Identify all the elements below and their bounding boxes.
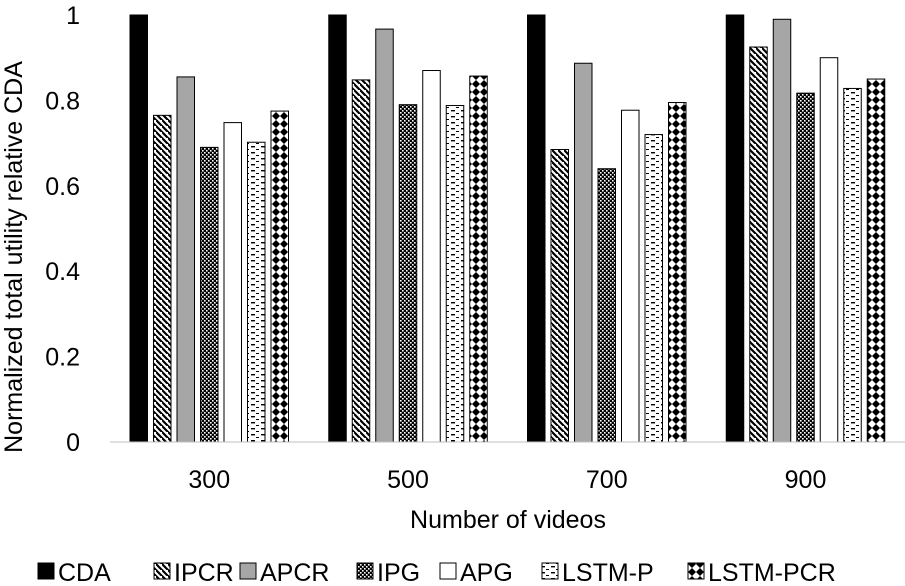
bar-cda-900: [725, 14, 745, 443]
bar-apg-700: [621, 109, 640, 443]
bar-ipg-500: [398, 104, 418, 443]
legend-label-apcr: APCR: [260, 559, 329, 586]
legend-label-ipg: IPG: [377, 559, 420, 586]
bar-ipg-900: [796, 92, 815, 443]
bar-lstm-pcr-900: [866, 78, 886, 443]
bar-apg-900: [819, 57, 839, 443]
legend-swatch-ipg: [356, 562, 374, 580]
bar-lstm-p-500: [445, 105, 465, 443]
legend-swatch-cda: [37, 562, 55, 580]
bar-ipcr-500: [351, 79, 371, 443]
bar-apcr-300: [176, 76, 195, 443]
y-tick-label: 0.4: [45, 258, 80, 286]
y-axis: 0 0.2 0.4 0.6 0.8 1: [45, 2, 80, 457]
bar-lstm-p-700: [644, 134, 663, 443]
bar-apcr-500: [375, 28, 394, 443]
y-tick-label: 0.8: [45, 87, 80, 115]
x-tick-label: 700: [586, 466, 628, 494]
bar-cda-700: [527, 14, 546, 443]
legend: CDA IPCR APCR IPG APG LSTM-P LSTM-PCR: [37, 559, 836, 586]
bar-ipcr-900: [749, 46, 768, 443]
bar-lstm-p-900: [843, 87, 862, 443]
bar-apg-300: [223, 122, 242, 443]
bar-apcr-900: [772, 18, 792, 443]
legend-label-ipcr: IPCR: [174, 559, 234, 586]
y-tick-label: 0.6: [45, 173, 80, 201]
bar-lstm-pcr-500: [469, 75, 488, 443]
bar-cda-500: [328, 14, 347, 443]
legend-label-lstm-pcr: LSTM-PCR: [708, 559, 836, 586]
bar-lstm-pcr-700: [668, 102, 687, 443]
bar-apcr-700: [574, 62, 593, 443]
y-axis-title: Normalized total utility relative CDA: [0, 61, 28, 453]
y-tick-label: 1: [66, 2, 80, 30]
x-tick-label: 300: [188, 466, 230, 494]
legend-swatch-lstm-p: [541, 562, 559, 580]
bar-lstm-p-300: [247, 141, 266, 443]
x-axis: 300 500 700 900: [188, 466, 826, 494]
legend-label-cda: CDA: [58, 559, 111, 586]
bars: [129, 14, 886, 443]
bar-ipcr-700: [550, 149, 569, 443]
y-tick-label: 0: [66, 429, 80, 457]
bar-ipcr-300: [153, 114, 172, 443]
bar-ipg-700: [597, 168, 616, 443]
x-tick-label: 900: [785, 466, 827, 494]
legend-swatch-ipcr: [153, 562, 171, 580]
bar-lstm-pcr-300: [270, 110, 289, 443]
legend-swatch-lstm-pcr: [687, 562, 705, 580]
x-axis-title: Number of videos: [410, 506, 606, 534]
x-tick-label: 500: [387, 466, 429, 494]
legend-swatch-apg: [439, 562, 457, 580]
legend-swatch-apcr: [239, 562, 257, 580]
bar-apg-500: [422, 70, 441, 443]
bar-cda-300: [129, 14, 148, 443]
y-tick-label: 0.2: [45, 344, 80, 372]
legend-label-lstm-p: LSTM-P: [562, 559, 654, 586]
bar-ipg-300: [200, 146, 219, 443]
legend-label-apg: APG: [460, 559, 513, 586]
